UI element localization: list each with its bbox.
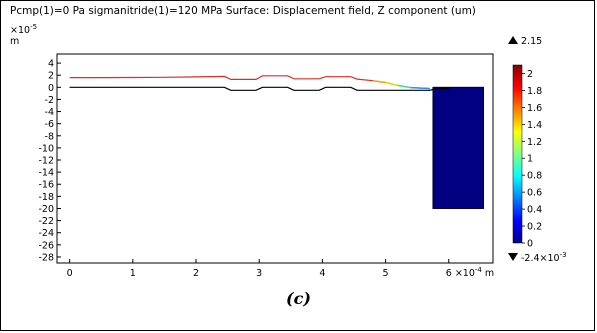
colorbar-min-label: -2.4×10-3 [521, 251, 567, 264]
x-tick-label: 0 [67, 268, 73, 279]
x-tick-label: 5 [383, 268, 389, 279]
y-axis-unit: m [10, 36, 19, 47]
y-tick-label: -10 [38, 143, 54, 154]
y-tick-label: -18 [38, 192, 54, 203]
series-line-2-segment [398, 84, 411, 89]
y-tick-label: 2 [48, 71, 54, 82]
min-arrow-icon [508, 253, 518, 261]
y-tick-label: -12 [38, 156, 54, 167]
y-tick-label: -4 [45, 107, 54, 118]
x-tick-label: 2 [193, 268, 199, 279]
colorbar-tick-label: 1 [527, 154, 533, 165]
x-tick-label: 3 [256, 268, 262, 279]
colorbar [512, 64, 523, 244]
displacement-block [432, 86, 485, 209]
y-tick-label: -14 [38, 168, 54, 179]
y-tick-label: -16 [38, 180, 54, 191]
y-axis-multiplier: ×10-5 [10, 23, 37, 36]
figure-caption: (c) [286, 289, 311, 308]
series-line-1 [69, 86, 449, 91]
y-tick-label: -24 [38, 228, 54, 239]
x-tick-label: 1 [130, 268, 136, 279]
series-line-2-segment [372, 79, 386, 84]
series-line-2-segment [385, 81, 399, 87]
max-arrow-icon [508, 36, 518, 44]
colorbar-tick-label: 1.8 [527, 86, 542, 97]
colorbar-max-label: 2.15 [521, 36, 542, 47]
y-tick-label: 0 [48, 83, 54, 94]
series-line-2-segment [410, 86, 430, 90]
colorbar-tick-label: 0.2 [527, 222, 542, 233]
colorbar-tick-label: 0.6 [527, 188, 542, 199]
colorbar-tick-label: 1.6 [527, 103, 542, 114]
y-tick-label: -2 [45, 95, 54, 106]
colorbar-tick-label: 1.4 [527, 120, 542, 131]
colorbar-tick-label: 0 [527, 239, 533, 250]
y-tick-label: -28 [38, 252, 54, 263]
colorbar-tick-label: 1.2 [527, 137, 542, 148]
y-tick-label: -20 [38, 204, 54, 215]
chart-title: Pcmp(1)=0 Pa sigmanitride(1)=120 MPa Sur… [10, 5, 476, 17]
x-tick-label: 4 [319, 268, 325, 279]
y-tick-label: 4 [48, 59, 54, 70]
colorbar-tick-label: 0.4 [527, 205, 542, 216]
x-tick-label: 6 ×10-4 m [446, 266, 494, 279]
y-tick-label: -26 [38, 240, 54, 251]
y-tick-label: -6 [45, 119, 54, 130]
colorbar-tick-label: 2 [527, 69, 533, 80]
y-tick-label: -22 [38, 216, 54, 227]
plot-area-border [56, 53, 494, 264]
colorbar-tick-label: 0.8 [527, 171, 542, 182]
y-tick-label: -8 [45, 131, 54, 142]
series-line-2 [69, 75, 430, 90]
